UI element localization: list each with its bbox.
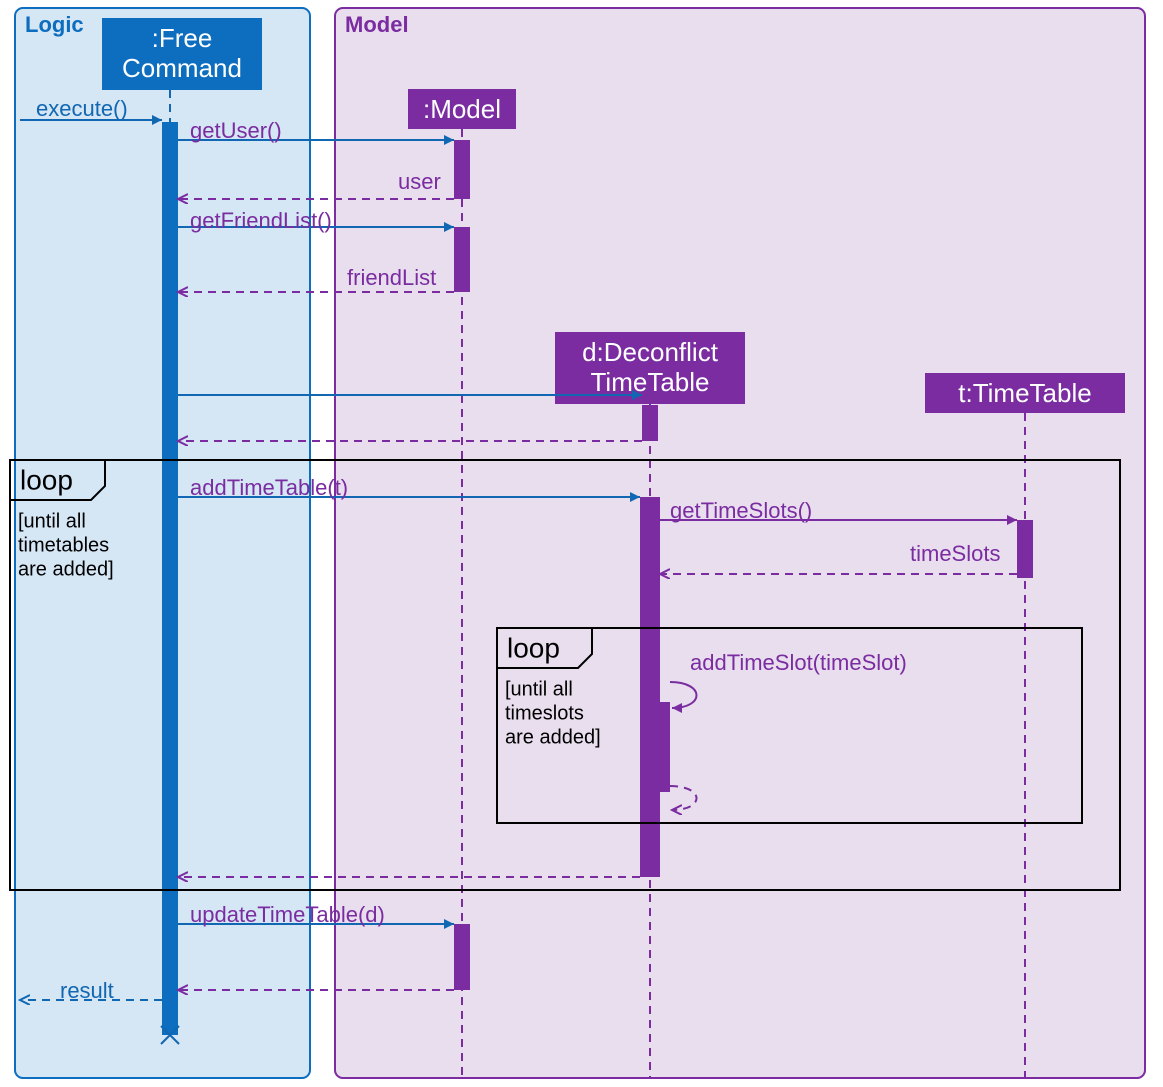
activation: [1017, 520, 1033, 578]
message-label: timeSlots: [910, 541, 1000, 566]
activation: [454, 227, 470, 292]
loop-guard: are added]: [505, 726, 601, 748]
activation: [640, 497, 660, 877]
frame-label: Model: [345, 12, 409, 37]
message-label: getTimeSlots(): [670, 498, 812, 523]
lifeline-header-text: t:TimeTable: [958, 378, 1091, 408]
loop-guard: [until all: [505, 678, 573, 700]
loop-guard: timetables: [18, 534, 109, 556]
message-label: getUser(): [190, 118, 282, 143]
message-label: user: [398, 169, 441, 194]
message-label: friendList: [347, 265, 436, 290]
loop-guard: timeslots: [505, 702, 584, 724]
lifeline-header-text: :Model: [423, 94, 501, 124]
message-label: result: [60, 978, 114, 1003]
activation: [162, 122, 178, 1035]
activation: [454, 140, 470, 199]
message-label: addTimeSlot(timeSlot): [690, 650, 907, 675]
loop-guard: are added]: [18, 558, 114, 580]
sequence-diagram: Logic Model :FreeCommand :Model d:Deconflict…: [0, 0, 1163, 1087]
activation: [454, 924, 470, 990]
activation: [650, 702, 670, 792]
activation: [642, 405, 658, 441]
loop-guard: [until all: [18, 510, 86, 532]
lifeline-header-text: Command: [122, 53, 242, 83]
message-label: getFriendList(): [190, 208, 332, 233]
message-label: updateTimeTable(d): [190, 902, 385, 927]
lifeline-header-text: TimeTable: [591, 367, 710, 397]
loop-label: loop: [507, 632, 560, 663]
frame-label: Logic: [25, 12, 84, 37]
loop-label: loop: [20, 464, 73, 495]
lifeline-header-text: :Free: [152, 23, 213, 53]
message-label: addTimeTable(t): [190, 475, 348, 500]
message-label: execute(): [36, 96, 128, 121]
lifeline-header-text: d:Deconflict: [582, 337, 719, 367]
